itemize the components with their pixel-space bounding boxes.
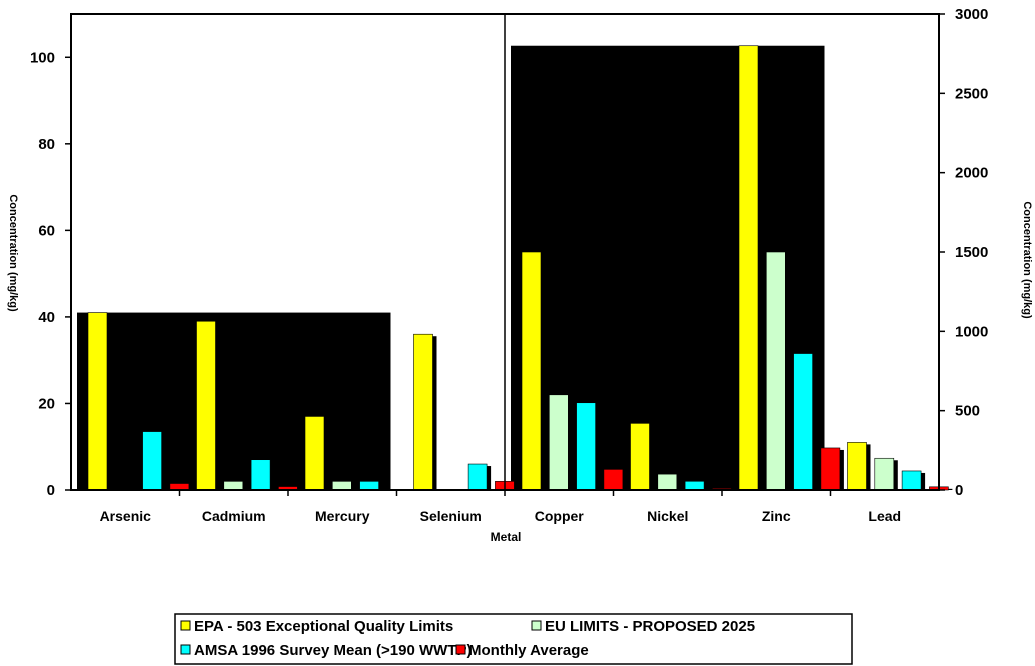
left-tick-label: 20	[38, 395, 55, 412]
right-tick-label: 2000	[955, 165, 988, 182]
right-tick-label: 0	[955, 482, 963, 499]
legend-frame	[174, 613, 853, 665]
bar-nickel-series-0	[630, 423, 650, 491]
left-y-axis: 0 20 40 60 80 100	[30, 49, 71, 499]
bar-selenium-series-2	[467, 463, 488, 491]
right-tick-label: 1000	[955, 323, 988, 340]
bar-arsenic-series-2	[142, 431, 162, 491]
legend-swatch	[531, 620, 542, 631]
category-label-lead: Lead	[868, 508, 901, 524]
category-label-cadmium: Cadmium	[202, 508, 266, 524]
category-label-mercury: Mercury	[315, 508, 370, 524]
left-tick-label: 100	[30, 49, 55, 66]
legend-entry: EU LIMITS - PROPOSED 2025	[545, 618, 755, 635]
category-label-selenium: Selenium	[420, 508, 482, 524]
bar-nickel-series-2	[684, 480, 705, 491]
bar-lead-series-2	[901, 470, 922, 491]
legend: EPA - 503 Exceptional Quality Limits EU L…	[174, 613, 853, 665]
bar-copper-series-0	[521, 251, 542, 491]
category-label-arsenic: Arsenic	[100, 508, 152, 524]
legend-swatch	[180, 620, 191, 631]
bar-lead-series-1	[874, 457, 895, 491]
bar-nickel-series-1	[657, 473, 678, 491]
right-tick-label: 3000	[955, 6, 988, 23]
bar-cadmium-series-0	[196, 320, 216, 491]
bar-mercury-series-1	[331, 481, 352, 491]
left-y-axis-title: Concentration (mg/kg)	[7, 194, 19, 312]
right-y-axis-title: Concentration (mg/kg)	[1021, 201, 1033, 319]
category-label-nickel: Nickel	[647, 508, 688, 524]
group-backdrop	[77, 312, 391, 490]
shadow-layer	[77, 45, 825, 490]
bar-cadmium-series-1	[223, 481, 244, 491]
bar-arsenic-series-0	[87, 312, 108, 491]
category-label-copper: Copper	[535, 508, 585, 524]
x-axis-labels: Arsenic Cadmium Mercury Selenium Copper Nicke…	[100, 490, 901, 524]
left-tick-label: 40	[38, 309, 55, 326]
left-tick-label: 0	[47, 482, 55, 499]
x-axis-title: Metal	[491, 530, 522, 544]
bar-lead-series-0	[847, 442, 867, 491]
bar-zinc-series-3	[820, 447, 841, 491]
bar-selenium-series-0	[413, 333, 433, 491]
right-tick-label: 1500	[955, 244, 988, 261]
bar-zinc-series-1	[765, 251, 786, 491]
category-label-zinc: Zinc	[762, 508, 791, 524]
legend-entry: Monthly Average	[469, 642, 589, 659]
right-tick-label: 500	[955, 403, 980, 420]
bar-mercury-series-2	[359, 481, 379, 491]
bar-copper-series-2	[576, 402, 596, 491]
bar-copper-series-1	[548, 394, 569, 491]
bar-zinc-series-0	[738, 45, 759, 491]
legend-entry: EPA - 503 Exceptional Quality Limits	[194, 618, 453, 635]
left-tick-label: 80	[38, 136, 55, 153]
legend-entry: AMSA 1996 Survey Mean (>190 WWTP)	[194, 642, 471, 659]
bar-zinc-series-2	[793, 353, 813, 491]
right-y-axis: 0 500 1000 1500 2000 2500 3000	[939, 6, 988, 499]
bar-layer	[87, 45, 953, 491]
legend-swatch	[180, 644, 191, 655]
left-tick-label: 60	[38, 222, 55, 239]
legend-swatch	[455, 644, 466, 655]
bar-cadmium-series-2	[250, 459, 271, 491]
bar-mercury-series-0	[304, 416, 325, 491]
right-tick-label: 2500	[955, 85, 988, 102]
bar-copper-series-3	[603, 469, 624, 491]
